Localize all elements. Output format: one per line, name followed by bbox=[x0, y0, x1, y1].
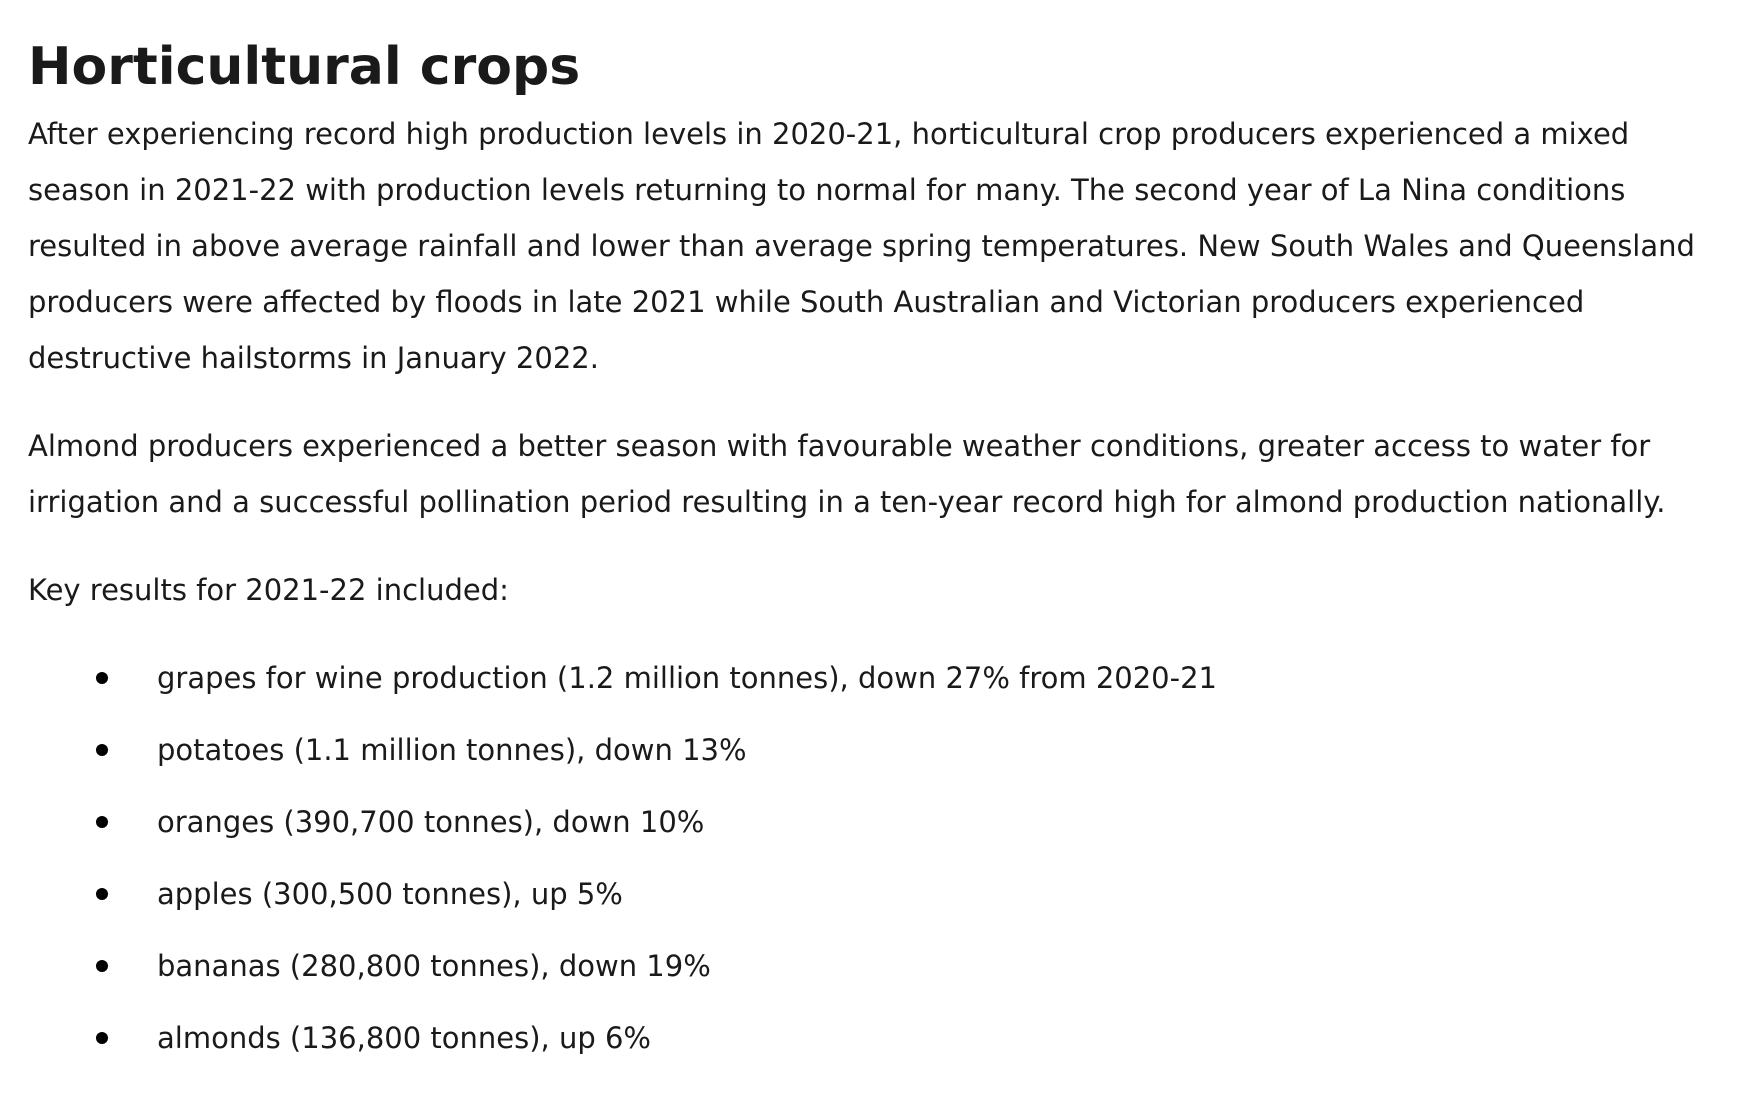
list-item: grapes for wine production (1.2 million … bbox=[28, 650, 1724, 722]
bullet-icon bbox=[96, 744, 108, 756]
list-item: almonds (136,800 tonnes), up 6% bbox=[28, 1010, 1724, 1082]
list-item-text: grapes for wine production (1.2 million … bbox=[157, 661, 1217, 695]
bullet-icon bbox=[96, 672, 108, 684]
bullet-icon bbox=[96, 960, 108, 972]
list-item: bananas (280,800 tonnes), down 19% bbox=[28, 938, 1724, 1010]
list-item-text: oranges (390,700 tonnes), down 10% bbox=[157, 805, 705, 839]
list-item: apples (300,500 tonnes), up 5% bbox=[28, 866, 1724, 938]
bullet-icon bbox=[96, 888, 108, 900]
list-item-text: bananas (280,800 tonnes), down 19% bbox=[157, 949, 711, 983]
bullet-icon bbox=[96, 1032, 108, 1044]
bullet-icon bbox=[96, 816, 108, 828]
list-item-text: almonds (136,800 tonnes), up 6% bbox=[157, 1021, 651, 1055]
list-item: potatoes (1.1 million tonnes), down 13% bbox=[28, 722, 1724, 794]
list-item: oranges (390,700 tonnes), down 10% bbox=[28, 794, 1724, 866]
key-results-list: grapes for wine production (1.2 million … bbox=[28, 650, 1724, 1082]
almond-paragraph: Almond producers experienced a better se… bbox=[28, 429, 1666, 519]
list-item-text: apples (300,500 tonnes), up 5% bbox=[157, 877, 623, 911]
intro-paragraph: After experiencing record high productio… bbox=[28, 117, 1695, 375]
key-results-intro: Key results for 2021-22 included: bbox=[28, 573, 509, 607]
page-title: Horticultural crops bbox=[28, 37, 581, 97]
list-item-text: potatoes (1.1 million tonnes), down 13% bbox=[157, 733, 747, 767]
